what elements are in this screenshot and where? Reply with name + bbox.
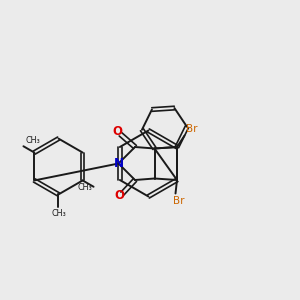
Text: N: N: [113, 157, 124, 170]
Text: Br: Br: [173, 196, 184, 206]
Text: O: O: [114, 189, 124, 203]
Text: Br: Br: [186, 124, 197, 134]
Text: CH₃: CH₃: [78, 183, 92, 192]
Text: CH₃: CH₃: [25, 136, 40, 145]
Text: O: O: [112, 125, 123, 139]
Text: CH₃: CH₃: [52, 209, 67, 218]
